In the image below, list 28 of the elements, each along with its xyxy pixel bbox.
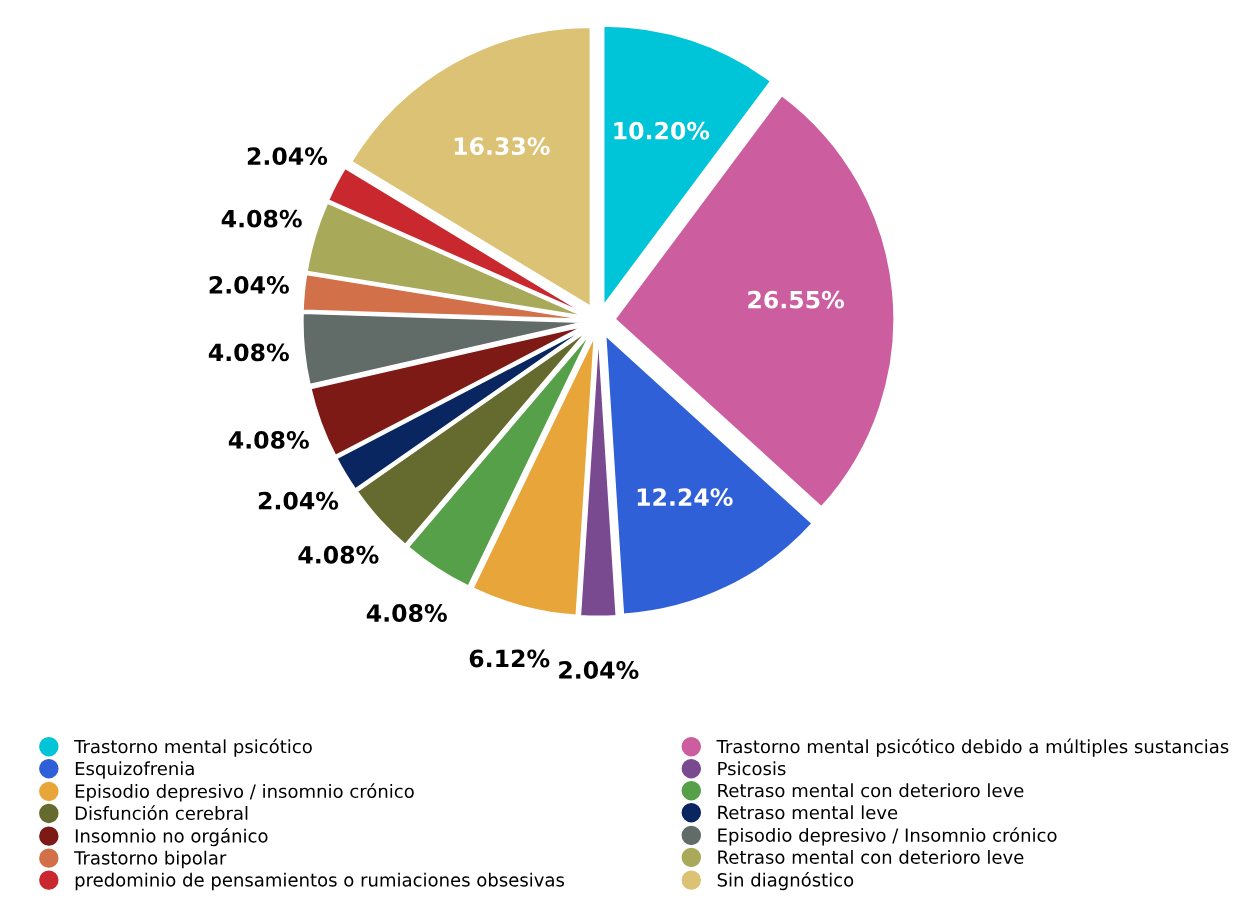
- legend-label: Esquizofrenia: [75, 761, 194, 779]
- data-label: 4.08%: [208, 343, 289, 362]
- legend-label: Trastorno mental psicótico: [74, 738, 312, 757]
- legend-label: Psicosis: [718, 761, 786, 776]
- data-label: 6.12%: [469, 649, 550, 668]
- data-label: 2.04%: [258, 491, 339, 510]
- legend-label: Sin diagnóstico: [717, 872, 854, 891]
- data-label: 2.04%: [247, 147, 328, 166]
- data-label: 12.24%: [637, 488, 733, 507]
- data-label: 10.20%: [614, 121, 710, 140]
- legend-label: Insomnio no orgánico: [75, 828, 268, 847]
- legend-label: Retraso mental con deterioro leve: [718, 783, 1024, 798]
- data-label: 4.08%: [221, 209, 302, 228]
- data-label: 2.04%: [209, 275, 289, 294]
- legend-label: Episodio depresivo / Insomnio crónico: [718, 827, 1057, 846]
- legend-label: Retraso mental leve: [718, 805, 898, 820]
- data-label: 4.08%: [366, 604, 447, 622]
- data-label: 4.08%: [298, 545, 379, 564]
- legend-label: Retraso mental con deterioro leve: [718, 850, 1024, 864]
- data-label: 26.55%: [748, 290, 845, 309]
- data-label: 4.08%: [228, 431, 309, 449]
- legend-label: Disfunción cerebral: [75, 805, 248, 821]
- data-label: 2.04%: [559, 661, 639, 679]
- legend-label: Trastorno mental psicótico debido a múltiples sustancias: [716, 738, 1229, 757]
- legend-label: predominio de pensamientos o rumiaciones obsesivas: [75, 872, 565, 891]
- data-label: 16.33%: [454, 137, 550, 156]
- legend-label: Trastorno bipolar: [74, 850, 227, 869]
- legend-label: Episodio depresivo / insomnio crónico: [75, 783, 414, 802]
